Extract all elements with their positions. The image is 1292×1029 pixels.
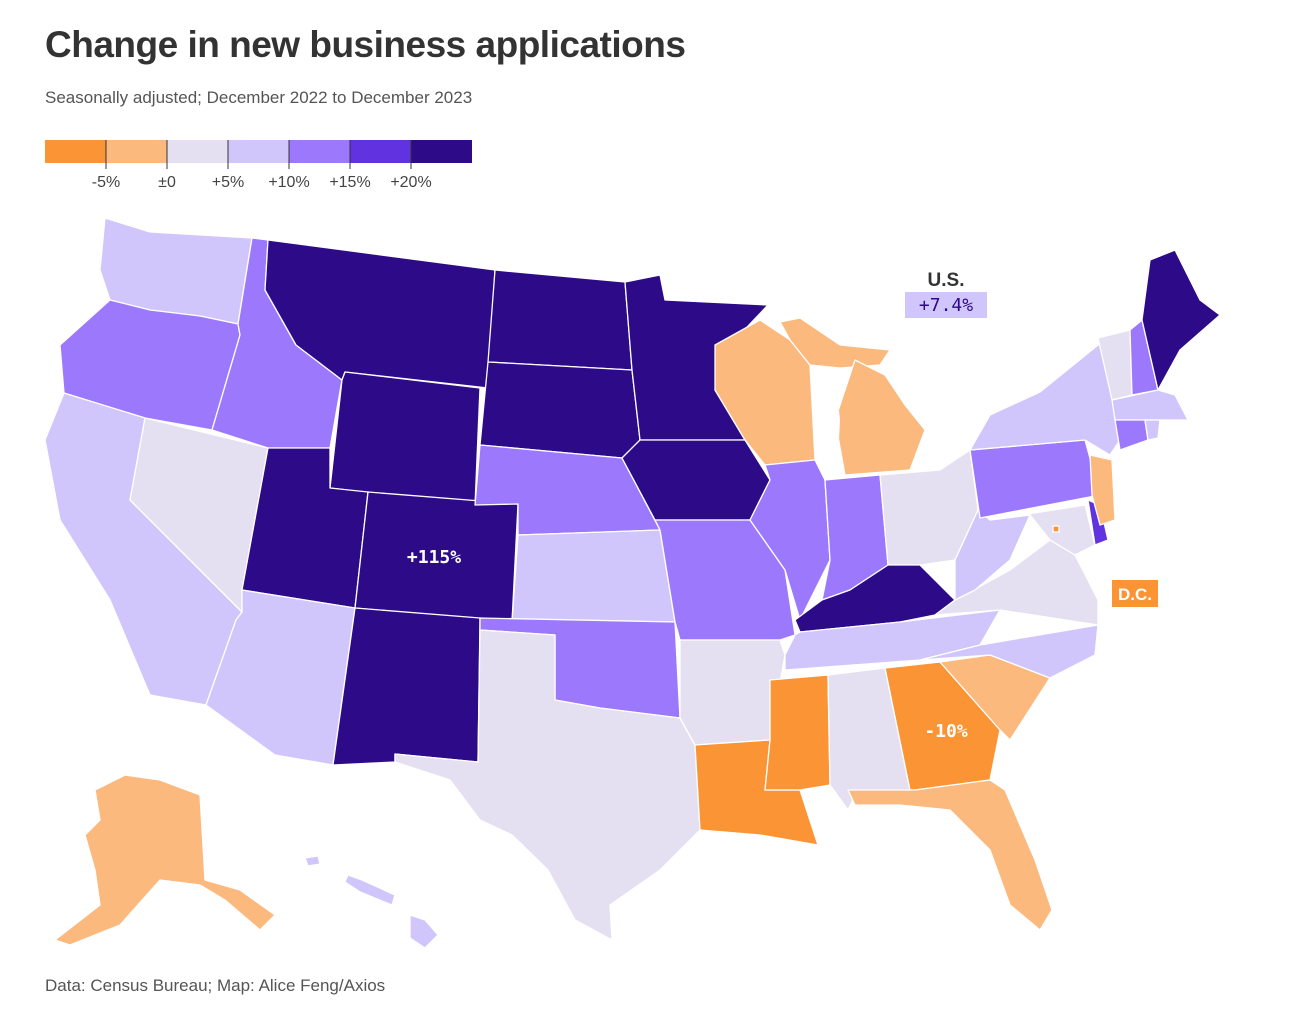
source-note: Data: Census Bureau; Map: Alice Feng/Axi… bbox=[45, 976, 386, 995]
legend-label: +15% bbox=[329, 174, 370, 191]
state-hawaii-big[interactable] bbox=[409, 914, 439, 949]
state-hawaii-islands[interactable] bbox=[344, 874, 396, 906]
state-mississippi[interactable] bbox=[764, 674, 831, 791]
legend-label: +20% bbox=[390, 174, 431, 191]
us-value: +7.4% bbox=[919, 295, 973, 316]
state-alaska[interactable] bbox=[54, 774, 276, 946]
state-north-dakota[interactable] bbox=[487, 269, 633, 371]
color-legend: -5% ±0 +5% +10% +15% +20% bbox=[45, 140, 475, 191]
state-maine[interactable] bbox=[1141, 249, 1221, 391]
state-hawaii-kauai[interactable] bbox=[304, 855, 321, 867]
state-connecticut[interactable] bbox=[1114, 419, 1149, 451]
us-value-badge bbox=[905, 292, 987, 318]
state-new-jersey[interactable] bbox=[1089, 454, 1116, 526]
legend-scale: -5% ±0 +5% +10% +15% +20% bbox=[45, 140, 472, 191]
legend-swatch bbox=[228, 140, 289, 163]
page-title: Change in new business applications bbox=[45, 24, 686, 65]
colorado-callout: +115% bbox=[407, 547, 461, 568]
legend-label: -5% bbox=[92, 174, 120, 191]
state-texas[interactable] bbox=[394, 629, 701, 941]
lake-michigan bbox=[815, 372, 840, 462]
state-michigan-lower[interactable] bbox=[834, 359, 926, 476]
legend-swatch bbox=[45, 140, 106, 163]
legend-swatch bbox=[167, 140, 228, 163]
us-choropleth-map: +115% -10% U.S. +7.4% D.C. bbox=[44, 217, 1221, 949]
us-label: U.S. bbox=[928, 270, 965, 291]
legend-swatch bbox=[289, 140, 350, 163]
legend-label: ±0 bbox=[158, 174, 176, 191]
legend-label: +10% bbox=[268, 174, 309, 191]
dc-label: D.C. bbox=[1118, 585, 1152, 604]
legend-swatch bbox=[350, 140, 411, 163]
state-maryland[interactable] bbox=[989, 504, 1096, 556]
dc-badge bbox=[1112, 580, 1158, 607]
state-south-dakota[interactable] bbox=[479, 361, 641, 459]
state-wyoming[interactable] bbox=[329, 371, 481, 506]
state-kansas[interactable] bbox=[511, 529, 676, 623]
state-florida[interactable] bbox=[847, 779, 1053, 931]
state-new-york[interactable] bbox=[969, 344, 1121, 456]
legend-swatch bbox=[411, 140, 472, 163]
state-michigan-upper[interactable] bbox=[779, 317, 891, 369]
legend-swatch bbox=[106, 140, 167, 163]
state-new-mexico[interactable] bbox=[332, 607, 481, 766]
legend-label: +5% bbox=[212, 174, 244, 191]
state-arkansas[interactable] bbox=[679, 639, 786, 746]
state-dc[interactable] bbox=[1052, 525, 1060, 533]
state-north-carolina[interactable] bbox=[919, 624, 1099, 679]
georgia-callout: -10% bbox=[924, 721, 968, 742]
page-subtitle: Seasonally adjusted; December 2022 to De… bbox=[45, 88, 473, 107]
state-rhode-island[interactable] bbox=[1144, 419, 1161, 441]
